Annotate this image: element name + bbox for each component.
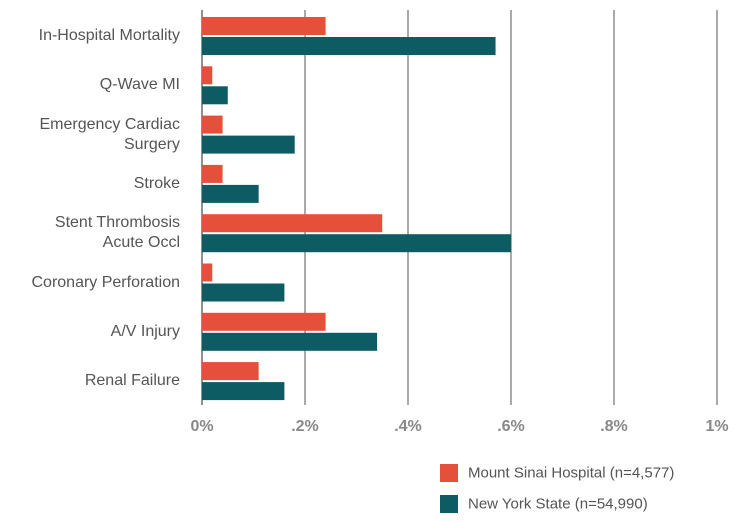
legend-item: Mount Sinai Hospital (n=4,577): [440, 464, 675, 483]
bar: [202, 66, 213, 85]
legend-label: New York State (n=54,990): [468, 495, 648, 513]
bar: [202, 135, 295, 154]
bar: [202, 312, 326, 331]
bar: [202, 37, 496, 55]
y-tick-label: Emergency Cardiac Surgery: [39, 115, 181, 153]
bar: [202, 17, 326, 35]
bar: [202, 214, 383, 233]
x-tick-label: 1%: [705, 418, 729, 435]
bar: [202, 332, 378, 351]
bar: [202, 283, 285, 302]
legend-item: New York State (n=54,990): [440, 495, 648, 514]
x-tick-label: 0%: [190, 418, 214, 435]
x-tick-label: .4%: [394, 418, 422, 435]
y-tick-label: Coronary Perforation: [31, 273, 180, 291]
y-tick-label: Renal Failure: [84, 372, 180, 390]
bar: [202, 115, 223, 134]
y-tick-label: A/V Injury: [110, 322, 180, 340]
x-tick-label: .8%: [600, 418, 628, 435]
bar: [202, 362, 259, 381]
y-tick-label: In-Hospital Mortality: [38, 27, 180, 44]
y-tick-label: Stent Thrombosis Acute Occl: [54, 214, 180, 252]
bar: [202, 382, 285, 401]
legend-swatch: [440, 495, 458, 514]
bar: [202, 164, 223, 183]
x-tick-label: .2%: [291, 418, 319, 435]
bar: [202, 184, 259, 203]
y-tick-label: Q-Wave MI: [99, 76, 180, 94]
bar: [202, 263, 213, 282]
bar: [202, 234, 511, 253]
bar: [202, 86, 228, 105]
x-tick-label: .6%: [497, 418, 525, 435]
y-tick-label: Stroke: [133, 174, 180, 192]
legend-label: Mount Sinai Hospital (n=4,577): [468, 464, 675, 482]
legend-swatch: [440, 464, 458, 483]
